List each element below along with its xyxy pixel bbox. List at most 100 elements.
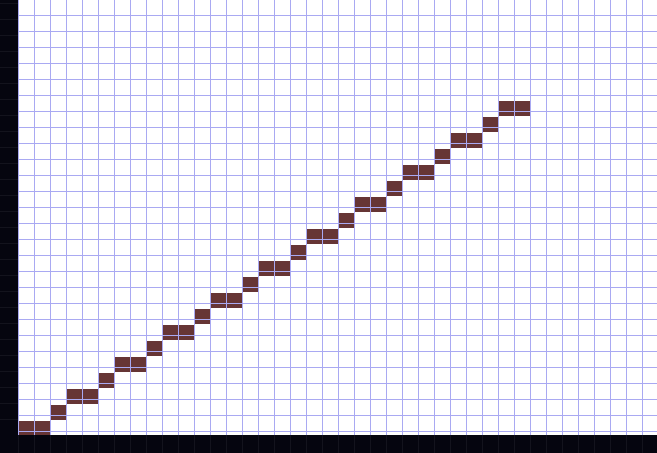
plotted-cell[interactable] <box>467 133 482 148</box>
plotted-line-layer <box>18 0 657 436</box>
plotted-cell[interactable] <box>243 277 258 292</box>
x-axis-tick <box>130 435 131 453</box>
x-axis-tick <box>402 435 403 453</box>
x-axis-tick <box>354 435 355 453</box>
plotted-cell[interactable] <box>323 229 338 244</box>
plotted-cell[interactable] <box>339 213 354 228</box>
y-axis-tick <box>0 291 18 292</box>
plotted-cell[interactable] <box>275 261 290 276</box>
x-axis-tick <box>626 435 627 453</box>
y-axis-tick <box>0 339 18 340</box>
plotted-cell[interactable] <box>307 229 322 244</box>
plotted-cell[interactable] <box>131 357 146 372</box>
y-axis-tick <box>0 211 18 212</box>
y-axis-tick <box>0 243 18 244</box>
x-axis-tick <box>482 435 483 453</box>
plotted-cell[interactable] <box>259 261 274 276</box>
x-axis-tick <box>178 435 179 453</box>
x-axis-tick <box>498 435 499 453</box>
x-axis-tick <box>546 435 547 453</box>
plotted-cell[interactable] <box>179 325 194 340</box>
x-axis-tick <box>290 435 291 453</box>
plotted-cell[interactable] <box>19 421 34 436</box>
x-axis-tick <box>82 435 83 453</box>
y-axis-tick <box>0 115 18 116</box>
x-axis-tick <box>114 435 115 453</box>
y-axis-tick <box>0 419 18 420</box>
x-axis-tick <box>66 435 67 453</box>
plotted-cell[interactable] <box>387 181 402 196</box>
x-axis-tick <box>146 435 147 453</box>
x-axis-tick <box>210 435 211 453</box>
plotted-cell[interactable] <box>163 325 178 340</box>
plotted-cell[interactable] <box>499 101 514 116</box>
y-axis-tick <box>0 67 18 68</box>
plotted-cell[interactable] <box>419 165 434 180</box>
y-axis-tick <box>0 35 18 36</box>
x-axis-tick <box>466 435 467 453</box>
x-axis-tick <box>418 435 419 453</box>
plotted-cell[interactable] <box>355 197 370 212</box>
y-axis-tick <box>0 403 18 404</box>
y-axis-tick <box>0 387 18 388</box>
plotted-cell[interactable] <box>99 373 114 388</box>
y-axis-tick <box>0 51 18 52</box>
plotted-cell[interactable] <box>83 389 98 404</box>
x-axis-tick <box>34 435 35 453</box>
y-axis-tick <box>0 3 18 4</box>
x-axis-tick <box>274 435 275 453</box>
y-axis-tick <box>0 19 18 20</box>
y-axis-tick <box>0 355 18 356</box>
y-axis-tick <box>0 259 18 260</box>
x-axis-tick <box>18 435 19 453</box>
x-axis-tick <box>514 435 515 453</box>
plotted-cell[interactable] <box>515 101 530 116</box>
x-axis-tick <box>386 435 387 453</box>
y-axis-tick <box>0 323 18 324</box>
plotted-cell[interactable] <box>483 117 498 132</box>
x-axis-tick <box>562 435 563 453</box>
plotted-cell[interactable] <box>67 389 82 404</box>
plotted-cell[interactable] <box>147 341 162 356</box>
y-axis-tick <box>0 195 18 196</box>
plotted-cell[interactable] <box>435 149 450 164</box>
x-axis-tick <box>530 435 531 453</box>
plotted-cell[interactable] <box>371 197 386 212</box>
plotted-cell[interactable] <box>35 421 50 436</box>
y-axis-tick <box>0 83 18 84</box>
x-axis-tick <box>194 435 195 453</box>
y-axis-bar <box>0 0 18 453</box>
x-axis-tick <box>578 435 579 453</box>
x-axis-tick <box>162 435 163 453</box>
x-axis-tick <box>338 435 339 453</box>
y-axis-tick <box>0 99 18 100</box>
plotted-cell[interactable] <box>115 357 130 372</box>
x-axis-tick <box>610 435 611 453</box>
x-axis-tick <box>642 435 643 453</box>
x-axis-tick <box>226 435 227 453</box>
y-axis-tick <box>0 227 18 228</box>
y-axis-tick <box>0 275 18 276</box>
x-axis-tick <box>322 435 323 453</box>
x-axis-tick <box>370 435 371 453</box>
plotted-cell[interactable] <box>51 405 66 420</box>
x-axis-tick <box>242 435 243 453</box>
x-axis-tick <box>450 435 451 453</box>
plotted-cell[interactable] <box>227 293 242 308</box>
x-axis-tick <box>306 435 307 453</box>
plotted-cell[interactable] <box>403 165 418 180</box>
x-axis-tick <box>258 435 259 453</box>
plotted-cell[interactable] <box>451 133 466 148</box>
plotted-cell[interactable] <box>291 245 306 260</box>
y-axis-tick <box>0 179 18 180</box>
plotted-cell[interactable] <box>195 309 210 324</box>
plotted-cell[interactable] <box>211 293 226 308</box>
y-axis-tick <box>0 307 18 308</box>
x-axis-tick <box>98 435 99 453</box>
x-axis-tick <box>50 435 51 453</box>
y-axis-tick <box>0 147 18 148</box>
x-axis-tick <box>434 435 435 453</box>
y-axis-tick <box>0 131 18 132</box>
x-axis-bar <box>0 435 657 453</box>
